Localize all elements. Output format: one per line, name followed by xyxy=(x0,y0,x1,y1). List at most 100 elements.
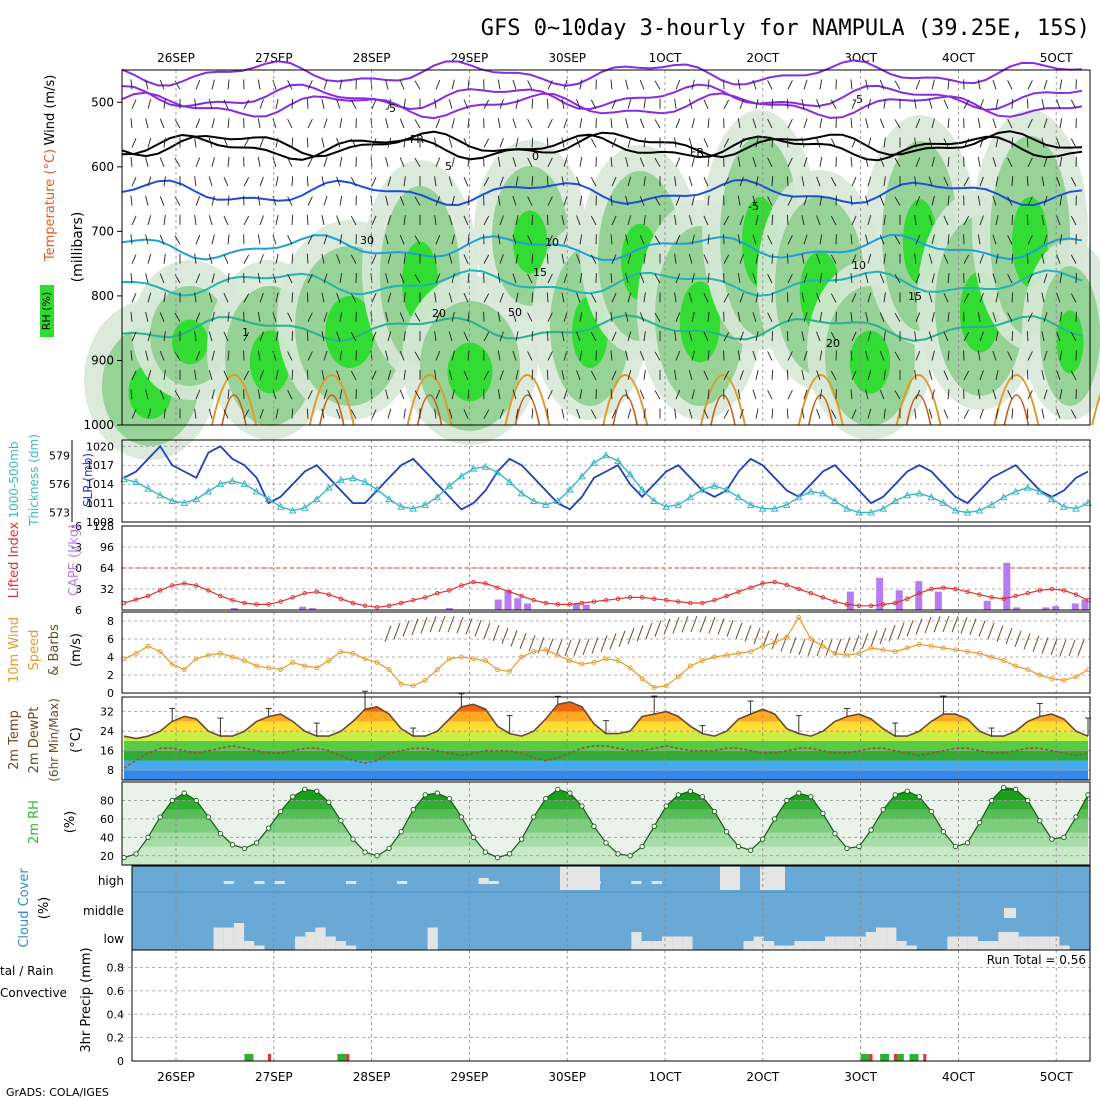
wind-barb xyxy=(130,389,133,400)
wind-barb xyxy=(691,118,695,129)
wind-barb xyxy=(625,157,629,167)
wind-barb-10m xyxy=(969,618,977,635)
cape-bar xyxy=(572,603,580,610)
thickness-marker xyxy=(650,496,659,505)
wind-barb xyxy=(643,137,646,148)
wind-barb xyxy=(625,389,629,400)
wind-barb xyxy=(752,195,757,206)
wind-barb xyxy=(752,79,757,90)
wind-barb xyxy=(786,253,789,264)
wind-barb xyxy=(943,293,949,303)
wind-barb xyxy=(979,408,984,419)
wind-barb xyxy=(914,408,917,419)
wind-barb xyxy=(590,293,597,303)
wind-barb xyxy=(259,176,264,187)
wind-barb xyxy=(865,157,869,167)
thickness-marker xyxy=(855,508,863,516)
wind-barb xyxy=(1041,331,1045,342)
lifted-index-marker xyxy=(230,597,235,603)
slp-tick-label: 1020 xyxy=(86,440,114,453)
wind-barb-10m xyxy=(591,637,599,654)
thickness-marker xyxy=(722,485,731,493)
wind-barb-10m xyxy=(528,635,536,652)
temp-band xyxy=(124,701,1088,712)
wind-barb xyxy=(851,331,857,342)
wind-barb xyxy=(163,253,166,264)
wind-barb xyxy=(883,331,886,342)
wind-barb xyxy=(159,351,165,361)
thickness-marker xyxy=(264,495,273,503)
wind-barb xyxy=(399,157,405,167)
cloud-low-bar xyxy=(825,936,836,950)
wind-barb-10m xyxy=(1050,638,1058,656)
wind-barb xyxy=(435,196,441,206)
wind-barb xyxy=(947,311,950,322)
wind-barb xyxy=(350,177,357,187)
thickness-marker xyxy=(132,477,140,485)
wind-barb xyxy=(627,176,632,187)
wind-barb xyxy=(399,312,405,322)
wind-speed-marker xyxy=(495,667,500,673)
wind-barb xyxy=(590,332,597,342)
rh2m-marker xyxy=(868,827,874,833)
wind-barb xyxy=(947,350,950,361)
lifted-index-marker xyxy=(856,603,862,609)
wind-barb xyxy=(403,214,406,225)
thickness-marker xyxy=(1011,487,1020,495)
lifted-index-marker xyxy=(603,597,609,603)
wind-barb xyxy=(467,234,470,245)
wind-barb xyxy=(259,254,264,264)
cloud-high-label: high xyxy=(98,874,124,888)
wind-barb xyxy=(1043,79,1048,90)
rh2m-marker xyxy=(193,797,199,804)
wind-barb xyxy=(867,331,872,342)
wind-barb xyxy=(291,253,294,264)
thickness-marker xyxy=(276,502,285,510)
rh2m-marker xyxy=(458,814,465,820)
li-tick-label: 0 xyxy=(75,562,82,575)
wind-barb xyxy=(879,157,885,167)
wind-barb xyxy=(434,214,437,225)
wind-barb xyxy=(1026,137,1029,148)
wind-barb xyxy=(307,351,313,361)
thickness-marker xyxy=(867,508,875,516)
rh2m-marker xyxy=(1013,786,1019,793)
wind-barb xyxy=(306,98,309,109)
cloud-low-bar xyxy=(886,927,897,950)
wind-barb xyxy=(977,234,981,245)
wind-barb xyxy=(865,195,869,206)
wind-barb xyxy=(339,195,343,206)
wind-barb xyxy=(387,176,392,187)
wind-barb xyxy=(1026,408,1029,419)
wind-barb xyxy=(610,195,613,206)
wind-barb xyxy=(512,234,517,245)
wind-barb-10m xyxy=(1077,639,1085,656)
rh2m-marker xyxy=(494,854,501,861)
wind-barb xyxy=(291,369,294,380)
rh2m-marker xyxy=(844,845,850,852)
wind-barb xyxy=(227,311,230,322)
wind-barb xyxy=(816,331,821,342)
rh2m-marker xyxy=(410,807,416,813)
wind-barb xyxy=(943,370,949,381)
precip-tick-label: 0.2 xyxy=(107,1032,125,1045)
rh2m-marker xyxy=(772,816,778,822)
wind-barb xyxy=(590,409,597,419)
wind-barb xyxy=(321,369,325,380)
cape-tick-label: 32 xyxy=(100,583,114,596)
wind-barb xyxy=(174,390,181,400)
wind-barb-10m xyxy=(807,639,815,656)
wind-barb xyxy=(403,137,406,148)
wind-barb xyxy=(434,331,437,342)
thickness-marker xyxy=(638,485,646,493)
thickness-marker xyxy=(819,489,827,497)
wind-barb xyxy=(590,99,597,109)
wind-barb xyxy=(579,156,583,167)
wind-barb xyxy=(992,389,997,400)
wind-barb-10m xyxy=(483,622,491,639)
rh2m-marker xyxy=(735,843,742,850)
isotherm-hot xyxy=(905,394,932,426)
wind-barb xyxy=(434,98,437,109)
wind-barb-10m xyxy=(717,618,725,635)
wind-barb xyxy=(979,176,984,187)
